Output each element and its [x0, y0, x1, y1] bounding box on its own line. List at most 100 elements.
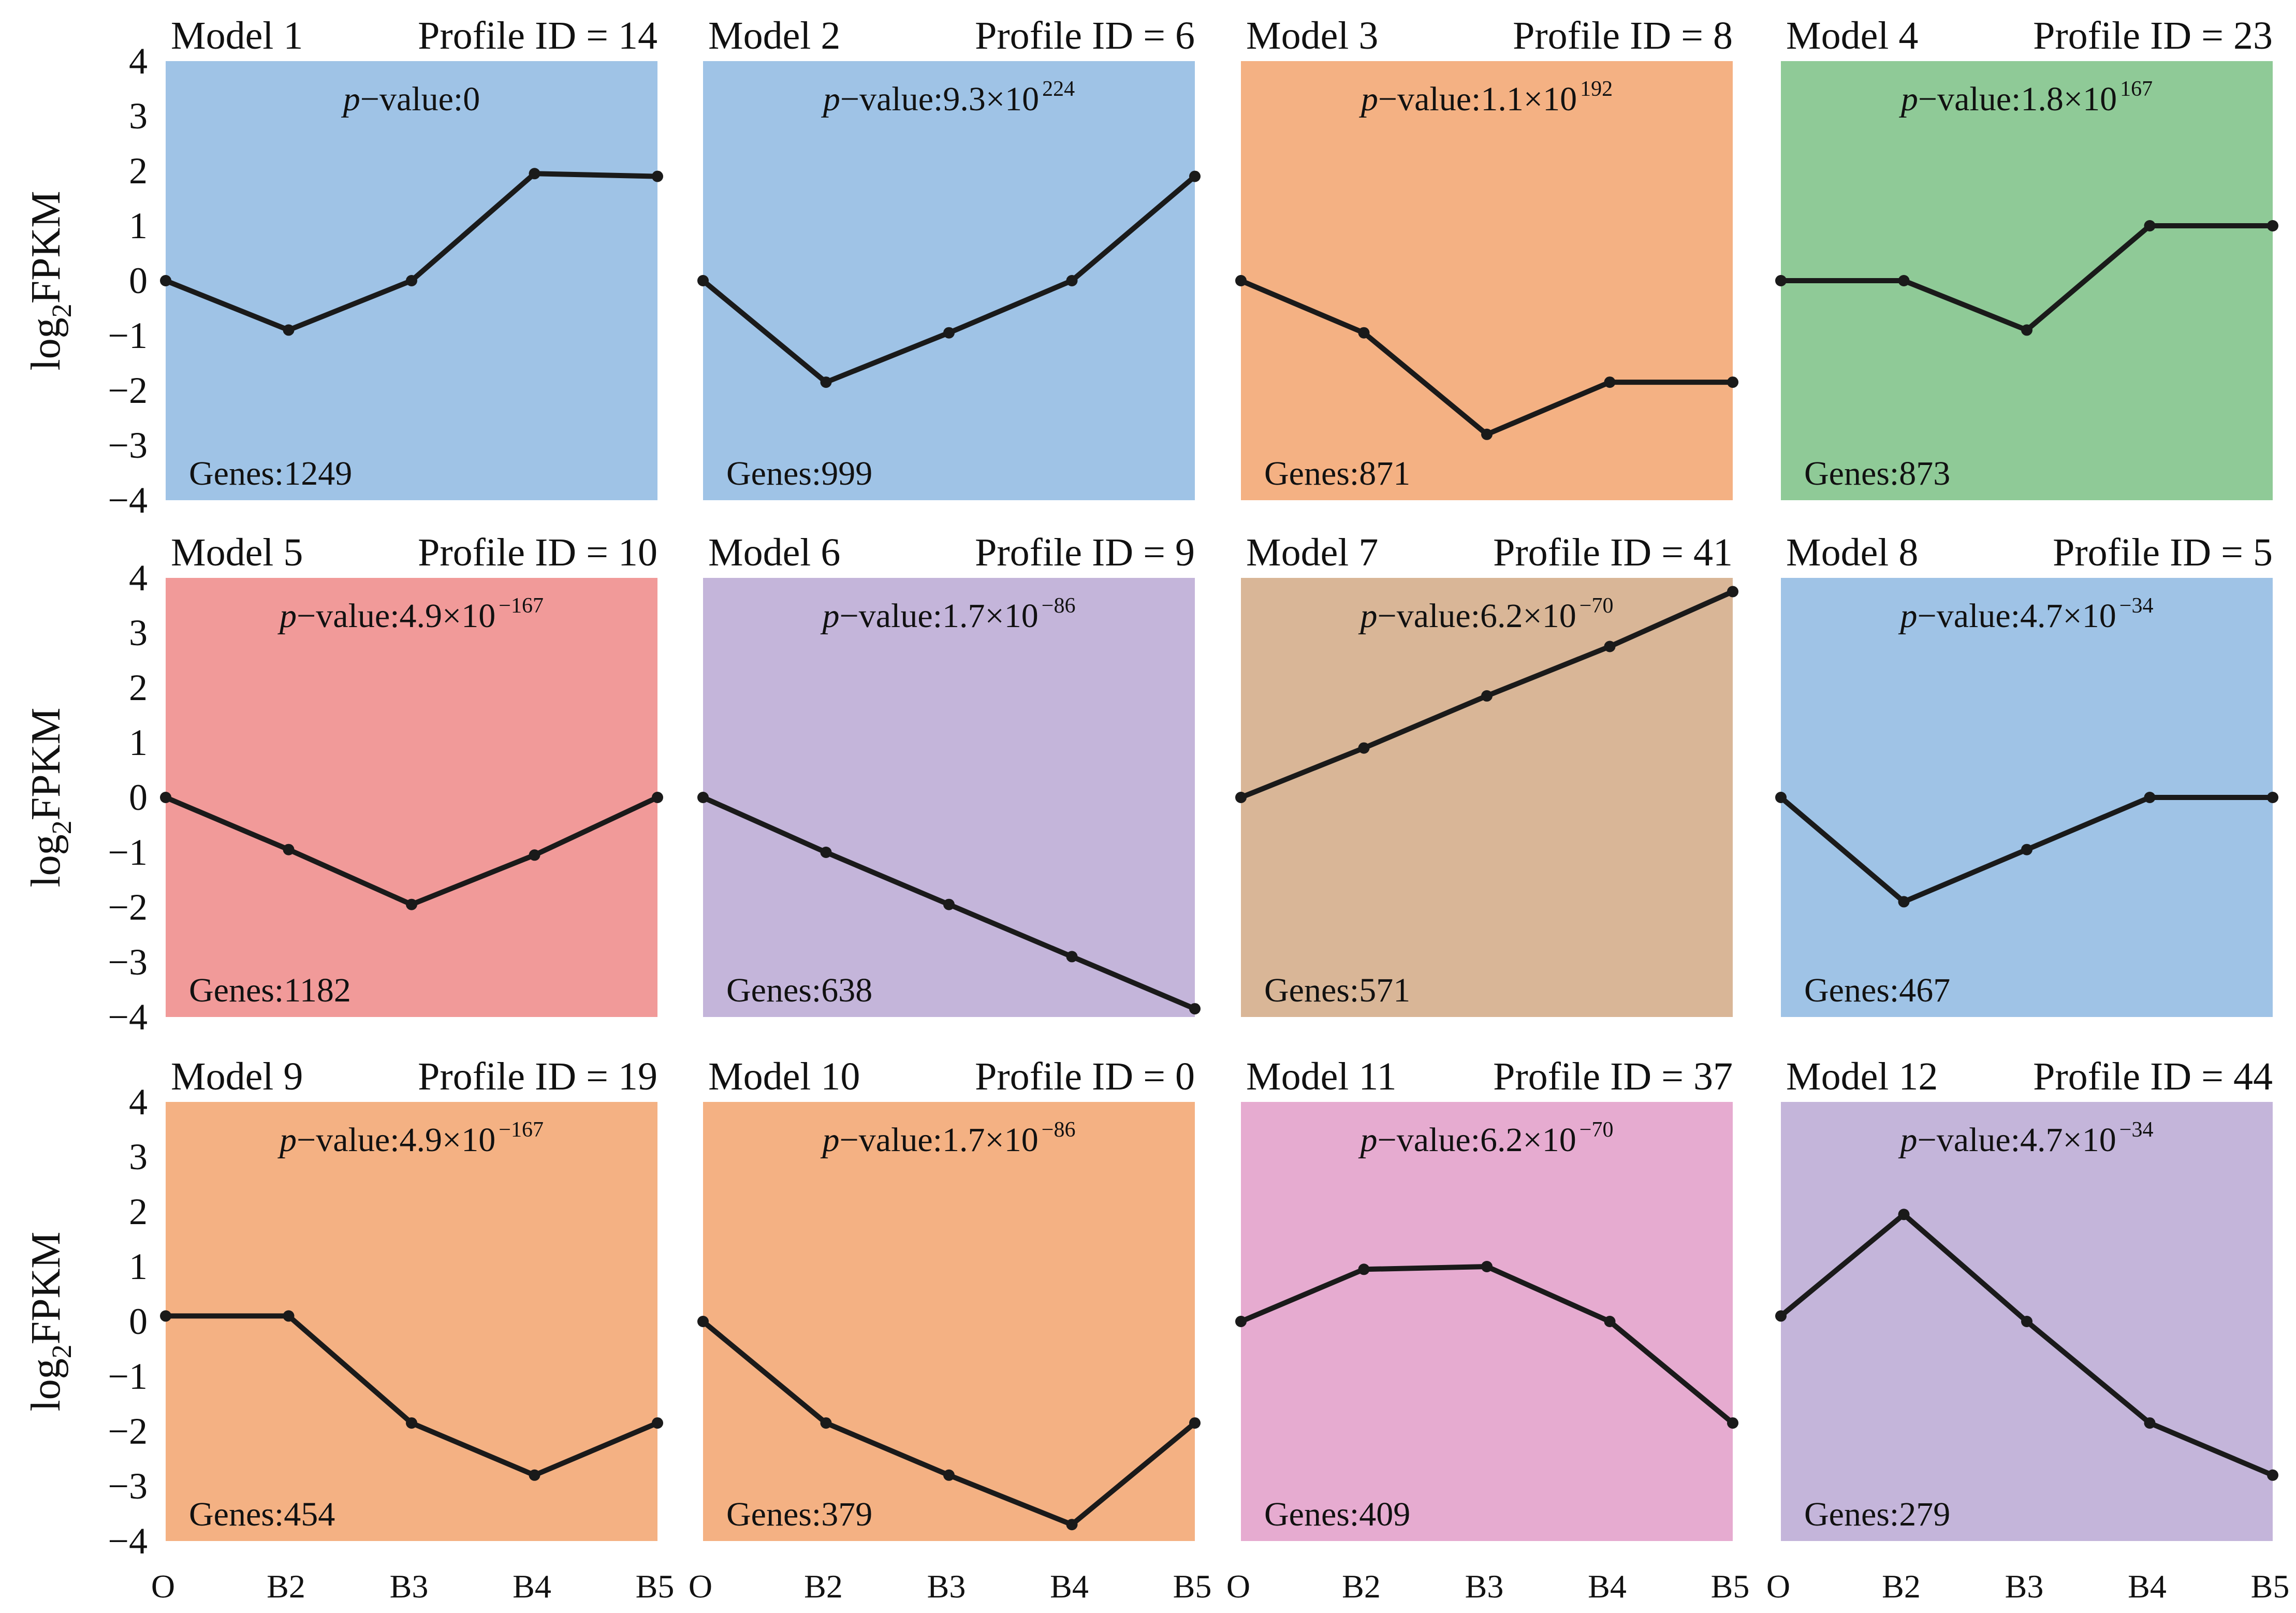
p-value-label: p−value:1.7×10 −86 — [821, 1118, 1076, 1159]
profile-point — [160, 275, 171, 286]
y-tick-label: −1 — [108, 315, 148, 356]
profile-point — [529, 849, 540, 861]
y-tick-label: −4 — [108, 479, 148, 521]
x-tick-label: B3 — [390, 1568, 429, 1605]
x-tick-label: B5 — [636, 1568, 675, 1605]
profile-point — [406, 898, 417, 910]
y-tick-label: 2 — [129, 667, 148, 708]
p-value-label: p−value:4.7×10 −34 — [1898, 1118, 2154, 1159]
gene-count-label: Genes:279 — [1804, 1495, 1950, 1533]
profile-point — [1481, 690, 1493, 702]
p-value-label: p−value:0 — [341, 80, 480, 118]
profile-point — [160, 1310, 171, 1322]
profile-point — [1775, 792, 1787, 803]
profile-point — [1235, 792, 1247, 803]
x-tick-label: B5 — [1711, 1568, 1750, 1605]
profile-point — [406, 1417, 417, 1429]
profile-panel: Model 9 Profile ID = 19 p−value:4.9×10 −167… — [108, 1055, 674, 1605]
profile-point — [1727, 1417, 1738, 1429]
profile-point — [1775, 1310, 1787, 1322]
y-tick-label: −1 — [108, 1356, 148, 1397]
profile-point — [2021, 324, 2032, 336]
profile-point — [1358, 742, 1370, 754]
profile-id-label: Profile ID = 5 — [2053, 531, 2273, 574]
profile-point — [529, 1469, 540, 1481]
y-tick-label: 0 — [129, 260, 148, 301]
p-value-label: p−value:1.1×10 192 — [1359, 77, 1613, 118]
y-axis-label: log2FPKM — [23, 707, 77, 887]
profile-point — [1066, 1519, 1078, 1531]
profile-point — [652, 1417, 663, 1429]
profile-point — [943, 1469, 955, 1481]
gene-count-label: Genes:571 — [1264, 971, 1410, 1009]
profile-point — [2267, 220, 2278, 231]
profile-point — [1189, 170, 1201, 182]
profile-point — [820, 847, 832, 858]
y-tick-label: 3 — [129, 1136, 148, 1178]
profile-point — [2021, 1316, 2032, 1327]
p-value-label: p−value:1.7×10 −86 — [821, 594, 1076, 635]
profile-id-label: Profile ID = 44 — [2033, 1055, 2273, 1098]
profile-point — [1481, 428, 1493, 440]
profile-point — [1358, 1263, 1370, 1275]
model-title: Model 5 — [171, 531, 303, 574]
profile-point — [652, 792, 663, 803]
y-tick-label: −3 — [108, 941, 148, 983]
profile-panel: Model 1 Profile ID = 14 p−value:0 Genes:124… — [108, 14, 663, 521]
x-tick-label: B3 — [1465, 1568, 1504, 1605]
profile-panel: Model 5 Profile ID = 10 p−value:4.9×10 −167… — [108, 531, 663, 1038]
profile-panel: Model 2 Profile ID = 6 p−value:9.3×10 224 Ge… — [697, 14, 1201, 500]
profile-panel: Model 4 Profile ID = 23 p−value:1.8×10 167 G… — [1775, 14, 2278, 500]
profile-id-label: Profile ID = 0 — [975, 1055, 1195, 1098]
x-tick-label: B2 — [267, 1568, 305, 1605]
x-tick-label: B2 — [1882, 1568, 1921, 1605]
gene-count-label: Genes:454 — [189, 1495, 335, 1533]
x-tick-label: B2 — [804, 1568, 843, 1605]
x-tick-label: O — [1226, 1568, 1250, 1605]
x-tick-label: O — [1766, 1568, 1790, 1605]
panel-background — [703, 1102, 1195, 1541]
panel-background — [1241, 1102, 1733, 1541]
profile-panel: Model 12 Profile ID = 44 p−value:4.7×10 −34… — [1766, 1055, 2289, 1605]
y-axis-label: log2FPKM — [23, 191, 77, 370]
profile-point — [697, 1316, 709, 1327]
model-title: Model 10 — [708, 1055, 860, 1098]
profile-point — [283, 1310, 295, 1322]
profile-id-label: Profile ID = 19 — [418, 1055, 657, 1098]
y-tick-label: 3 — [129, 612, 148, 653]
model-title: Model 2 — [708, 14, 840, 57]
profile-point — [160, 792, 171, 803]
y-tick-label: 2 — [129, 1191, 148, 1232]
y-tick-label: 4 — [129, 1081, 148, 1123]
x-tick-label: B2 — [1342, 1568, 1381, 1605]
p-value-label: p−value:6.2×10 −70 — [1358, 1118, 1614, 1159]
profile-point — [943, 898, 955, 910]
model-title: Model 7 — [1246, 531, 1378, 574]
profile-point — [2144, 1417, 2156, 1429]
profile-point — [1189, 1417, 1201, 1429]
profile-point — [1235, 275, 1247, 286]
profile-point — [1898, 275, 1910, 286]
y-tick-label: −4 — [108, 1520, 148, 1562]
p-value-label: p−value:4.9×10 −167 — [277, 1118, 544, 1159]
p-value-label: p−value:6.2×10 −70 — [1358, 594, 1614, 635]
profile-panel: Model 7 Profile ID = 41 p−value:6.2×10 −70 G… — [1235, 531, 1738, 1017]
profile-point — [283, 844, 295, 855]
y-tick-label: 1 — [129, 1246, 148, 1287]
profile-point — [2267, 1469, 2278, 1481]
panel-background — [166, 578, 657, 1017]
profile-point — [2267, 792, 2278, 803]
x-tick-label: O — [151, 1568, 175, 1605]
profile-point — [820, 1417, 832, 1429]
y-tick-label: −3 — [108, 1465, 148, 1507]
y-tick-label: 2 — [129, 150, 148, 192]
profile-panel: Model 11 Profile ID = 37 p−value:6.2×10 −70… — [1226, 1055, 1749, 1605]
model-title: Model 8 — [1786, 531, 1918, 574]
profile-id-label: Profile ID = 8 — [1513, 14, 1733, 57]
profile-id-label: Profile ID = 10 — [418, 531, 657, 574]
profile-panel: Model 10 Profile ID = 0 p−value:1.7×10 −86 G… — [689, 1055, 1211, 1605]
gene-count-label: Genes:467 — [1804, 971, 1950, 1009]
gene-count-label: Genes:409 — [1264, 1495, 1410, 1533]
model-title: Model 9 — [171, 1055, 303, 1098]
